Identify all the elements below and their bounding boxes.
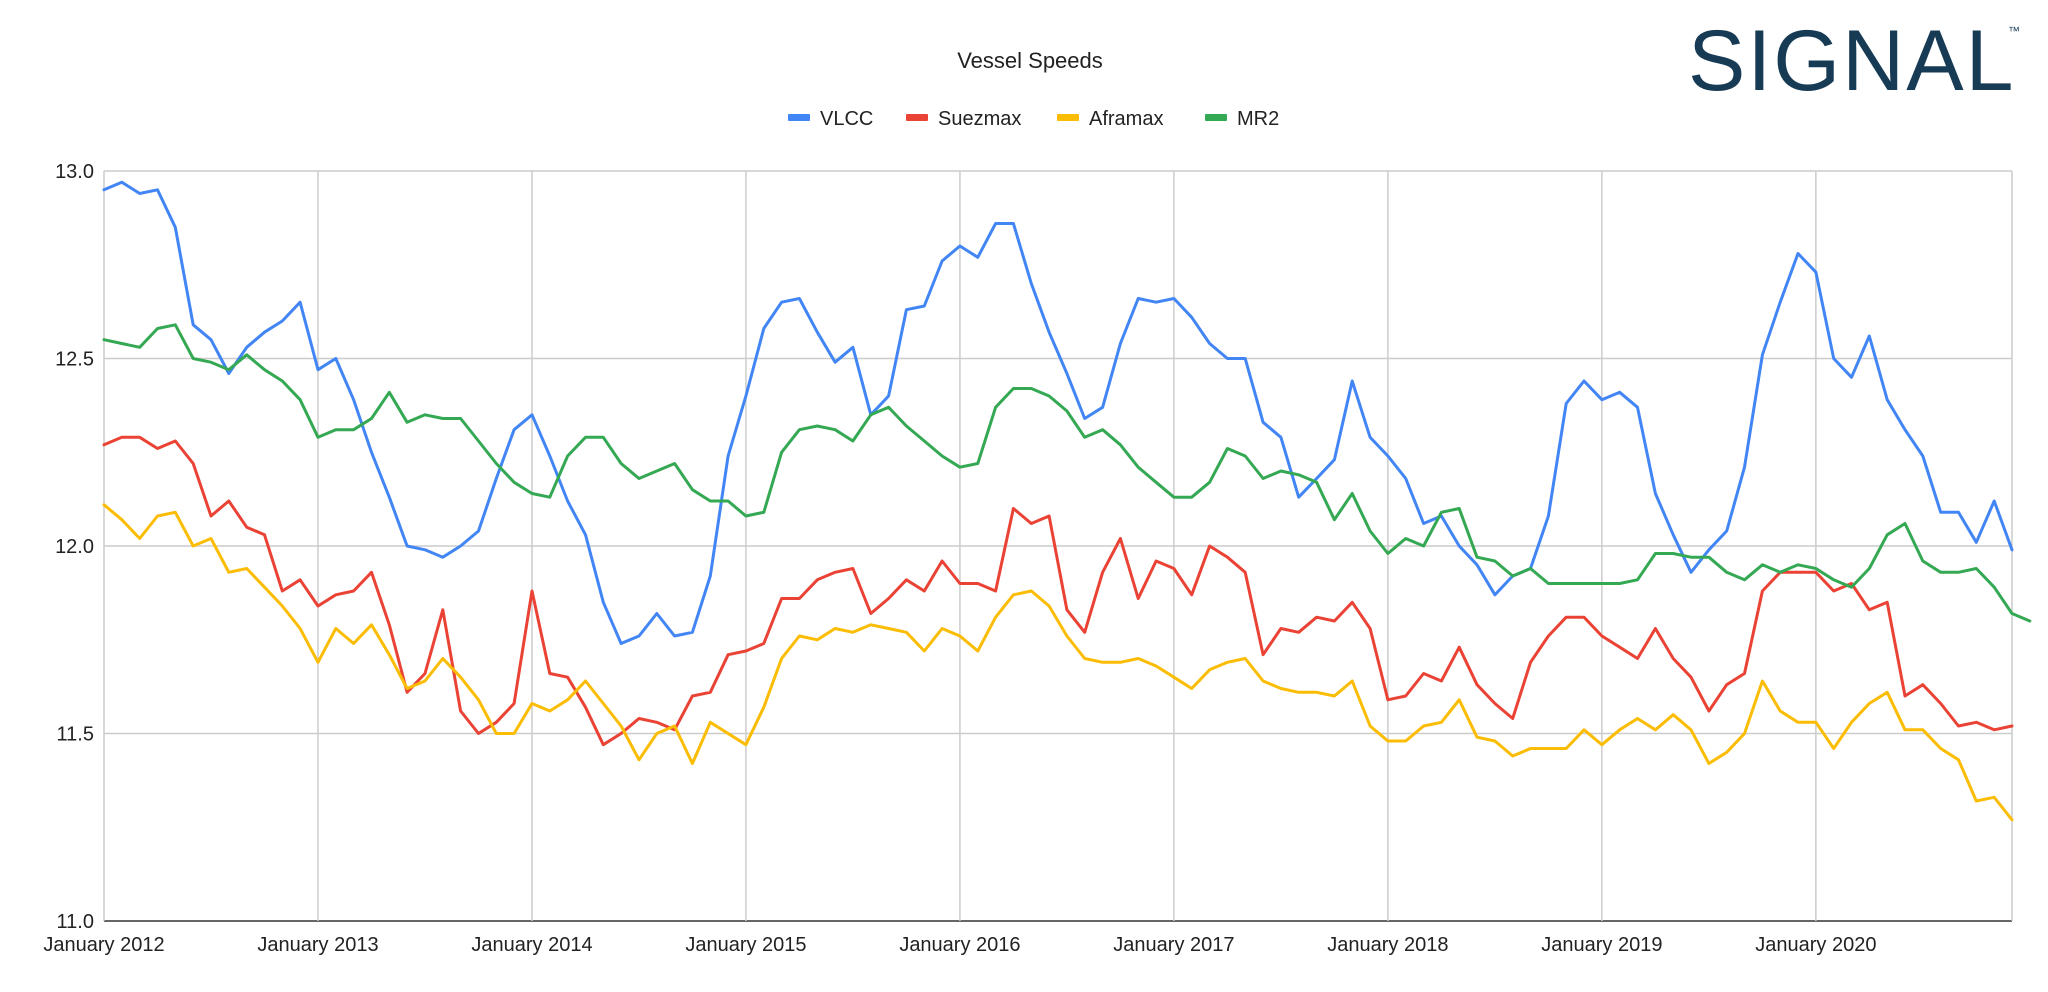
series-line-suezmax [102,435,2014,747]
vertical-gridlines [103,171,2013,921]
x-axis-tick-labels: January 2012 January 2013 January 2014 Janu… [43,934,1876,956]
series-line-vlcc [102,180,2014,645]
legend-swatch [906,114,928,121]
horizontal-gridlines [104,170,2012,922]
y-tick-label: 11.5 [57,724,94,746]
series-line-mr2 [102,323,2032,623]
legend-label: Aframax [1089,108,1163,130]
x-tick-label: January 2019 [1541,934,1662,956]
y-tick-label: 12.5 [55,349,94,371]
signal-logo: SIGNAL ™ [1688,13,2020,109]
x-tick-label: January 2015 [685,934,806,956]
logo-wordmark: SIGNAL [1688,13,2015,109]
legend-swatch [788,114,810,121]
x-tick-label: January 2016 [899,934,1020,956]
y-tick-label: 11.0 [57,911,94,933]
legend-label: MR2 [1237,108,1279,130]
x-tick-label: January 2014 [471,934,592,956]
x-tick-label: January 2017 [1113,934,1234,956]
y-tick-label: 12.0 [55,536,94,558]
legend-item-suezmax: Suezmax [906,108,1021,130]
legend-item-mr2: MR2 [1205,108,1279,130]
y-tick-label: 13.0 [55,161,94,183]
chart-legend: VLCC Suezmax Aframax MR2 [788,108,1279,130]
legend-swatch [1205,114,1227,121]
chart-title: Vessel Speeds [957,48,1103,73]
legend-label: VLCC [820,108,873,130]
x-tick-label: January 2020 [1755,934,1876,956]
y-axis-tick-labels: 11.0 11.5 12.0 12.5 13.0 [55,161,94,933]
legend-item-aframax: Aframax [1057,108,1163,130]
logo-trademark: ™ [2008,24,2020,38]
legend-item-vlcc: VLCC [788,108,873,130]
x-tick-label: January 2012 [43,934,164,956]
legend-label: Suezmax [938,108,1021,130]
x-tick-label: January 2018 [1327,934,1448,956]
x-tick-label: January 2013 [257,934,378,956]
series-line-aframax [102,503,2014,822]
series-lines [102,180,2032,822]
legend-swatch [1057,114,1079,121]
